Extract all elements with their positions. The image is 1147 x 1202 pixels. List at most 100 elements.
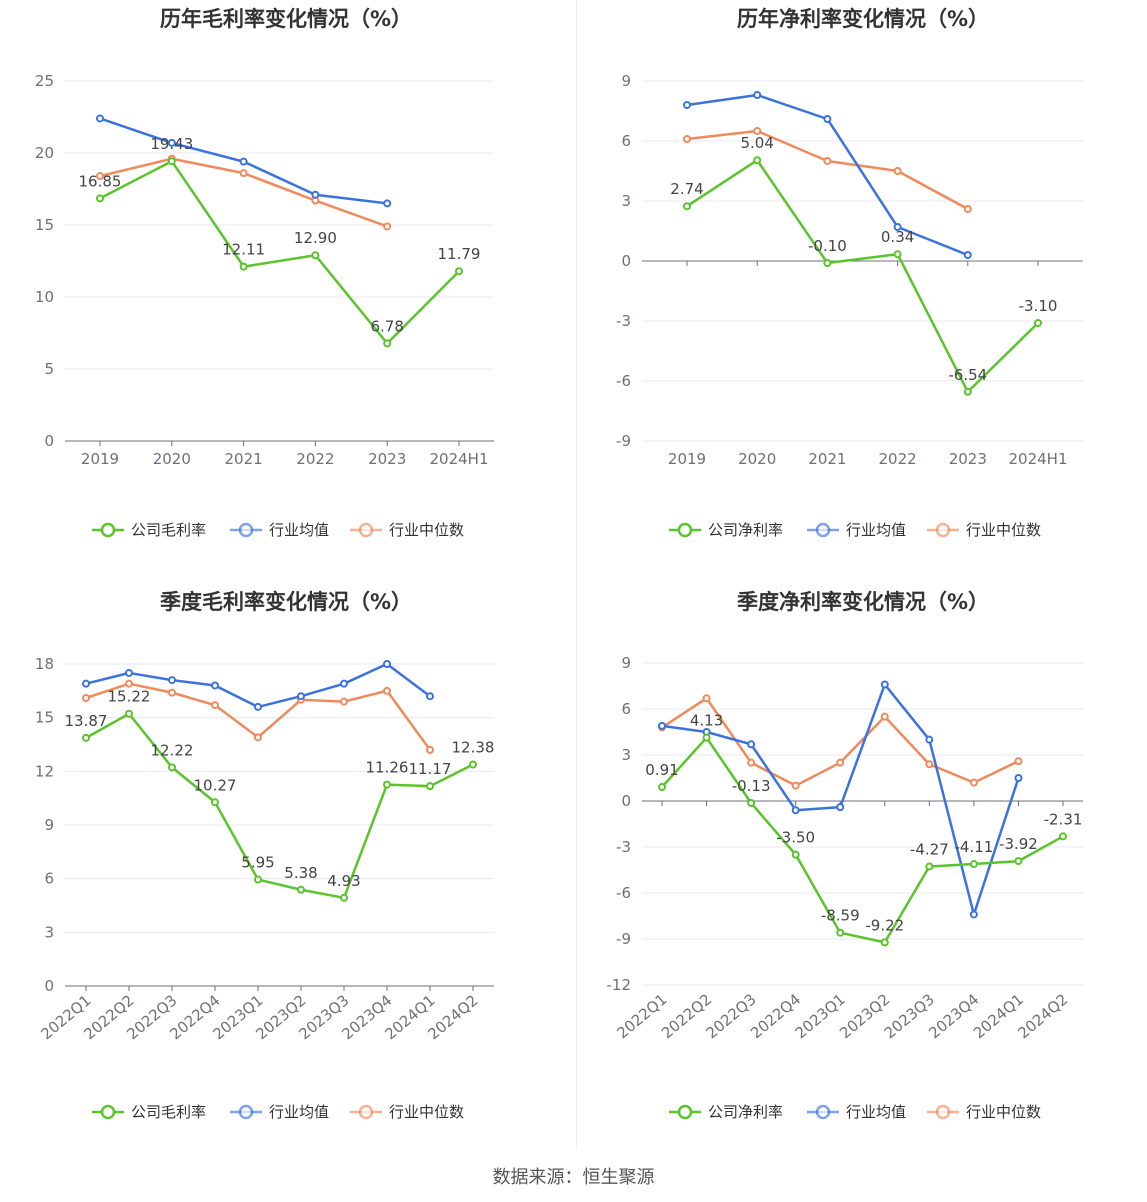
legend-label-industry-avg: 行业均值: [846, 1103, 906, 1121]
y-tick-label: -9: [616, 432, 631, 450]
company-data-point: [383, 780, 391, 789]
data-label: 4.13: [690, 712, 723, 730]
data-label: -9.22: [865, 916, 904, 934]
company-data-point: [791, 850, 800, 859]
data-label: 12.90: [294, 229, 337, 247]
company-data-point: [82, 733, 90, 742]
industry-median-data-point: [963, 205, 972, 213]
legend-marker-icon: [238, 1104, 254, 1120]
company-data-point: [340, 893, 348, 902]
data-label: 0.34: [881, 228, 914, 246]
y-tick-label: 15: [35, 216, 54, 234]
legend-label-company: 公司毛利率: [131, 1103, 206, 1121]
company-data-point: [426, 782, 434, 791]
data-label: 12.11: [222, 241, 265, 259]
data-label: 10.27: [194, 776, 237, 794]
company-data-point: [254, 875, 262, 884]
y-tick-label: 5: [44, 360, 54, 378]
industry-avg-data-point: [96, 114, 104, 123]
company-series-line: [661, 736, 1064, 944]
data-label: 19.43: [150, 135, 193, 153]
industry-avg-data-point: [426, 692, 434, 701]
y-tick-label: 15: [35, 709, 54, 727]
data-label: -3.10: [1019, 297, 1058, 315]
company-data-point: [211, 798, 219, 807]
legend-label-industry-median: 行业中位数: [389, 521, 464, 539]
data-label: -2.31: [1044, 810, 1083, 828]
company-data-point: [925, 862, 934, 871]
company-data-point: [963, 387, 972, 396]
x-tick-label: 2024H1: [1009, 450, 1068, 468]
data-label: -6.54: [948, 366, 987, 384]
industry-median-data-point: [969, 778, 978, 787]
data-source-note: 数据来源：恒生聚源: [492, 1167, 655, 1188]
legend-marker-icon: [238, 522, 254, 538]
company-data-point: [1014, 857, 1023, 866]
industry-median-data-point: [893, 167, 902, 175]
industry-avg-data-point: [925, 735, 934, 744]
legend-marker-icon: [100, 1104, 116, 1120]
industry-avg-data-point: [791, 806, 800, 815]
industry-avg-data-point: [383, 660, 391, 668]
industry-avg-data-point: [211, 681, 219, 690]
company-data-point: [1034, 319, 1042, 327]
y-tick-label: 3: [621, 746, 631, 764]
legend-marker-icon: [100, 522, 116, 538]
industry-median-data-point: [925, 760, 934, 769]
legend-marker-icon: [358, 1104, 374, 1120]
industry-avg-data-point: [658, 721, 666, 730]
y-tick-label: 12: [35, 762, 54, 780]
data-label: 11.26: [366, 759, 409, 777]
company-data-point: [702, 733, 711, 742]
annual-net-margin-chart: 历年净利率变化情况（%） -9 -6 -3 0 3 6 9 2019 2020 2021 2022 20…: [577, 0, 1147, 583]
data-label: 16.85: [79, 172, 122, 190]
legend-marker-icon: [815, 1104, 831, 1120]
y-tick-label: 0: [44, 432, 54, 450]
x-tick-label: 2024H1: [430, 450, 489, 468]
x-tick-label: 2020: [153, 450, 191, 468]
data-label: 13.87: [65, 712, 108, 730]
legend-label-company: 公司净利率: [708, 521, 783, 539]
company-data-point: [383, 339, 392, 348]
chart-title: 季度净利率变化情况（%）: [737, 590, 989, 614]
x-tick-label: 2022: [879, 450, 917, 468]
company-data-point: [125, 709, 133, 718]
legend-label-industry-median: 行业中位数: [966, 521, 1041, 539]
company-data-point: [747, 798, 756, 807]
industry-median-data-point: [747, 758, 756, 767]
industry-avg-data-point: [297, 692, 305, 701]
data-label: 4.93: [327, 872, 360, 890]
industry-median-data-point: [702, 694, 711, 703]
legend-marker-icon: [935, 522, 951, 538]
data-label: 6.78: [370, 317, 403, 335]
y-tick-label: 6: [621, 700, 631, 718]
industry-median-data-point: [82, 693, 90, 702]
legend-marker-icon: [815, 522, 831, 538]
company-data-point: [823, 259, 832, 267]
y-tick-label: 0: [621, 252, 631, 270]
y-tick-label: 25: [35, 72, 54, 90]
industry-avg-data-point: [168, 676, 176, 685]
industry-avg-data-point: [683, 101, 691, 109]
y-tick-label: 20: [35, 144, 54, 162]
industry-avg-data-point: [823, 115, 832, 123]
legend-label-company: 公司毛利率: [131, 521, 206, 539]
industry-median-data-point: [823, 157, 832, 165]
data-label: -3.50: [776, 829, 815, 847]
chart-title: 历年毛利率变化情况（%）: [160, 7, 412, 31]
industry-median-data-point: [383, 686, 391, 695]
industry-median-series-line: [99, 157, 388, 228]
industry-avg-data-point: [963, 251, 972, 259]
y-tick-label: 3: [621, 192, 631, 210]
data-label: 15.22: [108, 688, 151, 706]
industry-median-data-point: [125, 679, 133, 688]
data-label: -0.10: [808, 237, 847, 255]
quarterly-gross-margin-chart: 季度毛利率变化情况（%） 0 3 6 9 12 15 18 2022Q1 2022Q2 2022Q3…: [0, 583, 573, 1166]
industry-median-data-point: [96, 172, 104, 181]
industry-median-data-point: [1014, 757, 1023, 766]
legend-label-industry-avg: 行业均值: [269, 1103, 329, 1121]
x-tick-label: 2021: [225, 450, 263, 468]
company-data-point: [455, 267, 463, 276]
industry-avg-data-point: [836, 803, 845, 812]
industry-median-data-point: [753, 127, 762, 135]
